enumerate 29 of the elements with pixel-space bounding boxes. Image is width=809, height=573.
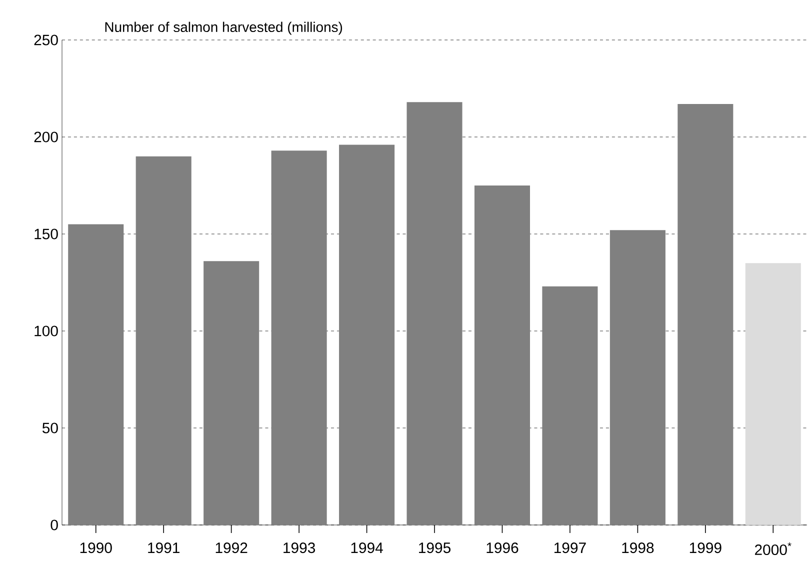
- x-tick-label: 1992: [216, 542, 248, 554]
- y-tick-label: 50: [42, 422, 58, 434]
- bar: [474, 185, 530, 525]
- bar: [406, 102, 462, 525]
- bar: [204, 261, 260, 525]
- y-tick-label: 150: [34, 228, 58, 240]
- y-tick-label: 100: [34, 326, 58, 336]
- bar: [610, 230, 666, 525]
- bar: [542, 286, 598, 525]
- bar: [271, 150, 327, 525]
- x-tick-label: 1995: [419, 542, 450, 554]
- chart-title: Number of salmon harvested (millions): [105, 22, 342, 35]
- x-tick-label: 1996: [486, 542, 518, 554]
- x-tick-label: 2000$^{*}$: [754, 542, 792, 556]
- x-tick-label: 1991: [148, 542, 180, 554]
- x-tick-label: 1998: [622, 542, 654, 554]
- y-tick-label: 0: [50, 520, 58, 530]
- bar: [745, 263, 801, 525]
- x-tick-label: 1999: [690, 542, 722, 554]
- bar: [136, 156, 192, 525]
- y-tick-label: 200: [34, 132, 58, 142]
- x-tick-label: 1997: [554, 542, 586, 554]
- bar: [68, 224, 124, 525]
- y-tick-label: 250: [34, 34, 58, 46]
- x-tick-label: 1993: [284, 542, 316, 554]
- x-tick-label: 1990: [80, 542, 112, 554]
- bar: [339, 144, 395, 525]
- bar: [678, 104, 734, 525]
- x-tick-label: 1994: [351, 542, 383, 554]
